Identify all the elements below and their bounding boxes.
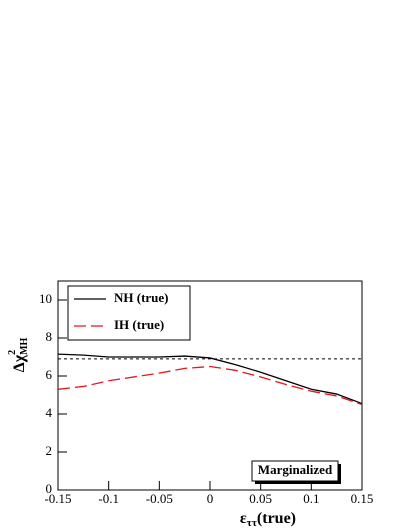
legend-label: IH (true) [114, 317, 164, 332]
x-tick-label: -0.15 [44, 491, 71, 506]
x-tick-label: -0.1 [98, 491, 119, 506]
annotation: Marginalized [258, 462, 333, 477]
x-tick-label: 0 [207, 491, 214, 506]
y-tick-label: 4 [46, 405, 53, 420]
y-tick-label: 2 [46, 443, 53, 458]
y-axis-label-group: Δχ2MH [7, 337, 30, 372]
y-axis-label: Δχ2MH [7, 337, 30, 372]
series-line [57, 353, 363, 405]
y-tick-label: 6 [46, 367, 53, 382]
x-label-rest: (true) [257, 510, 296, 527]
annotation-box [251, 460, 339, 482]
legend-box [67, 285, 191, 341]
x-tick-label: -0.05 [146, 491, 173, 506]
x-tick-label: 0.15 [351, 491, 374, 506]
legend-label: NH (true) [114, 290, 169, 305]
y-label-sup: 2 [7, 350, 18, 355]
x-label-base: ε [240, 510, 247, 527]
x-axis-label: εττ(true) [240, 510, 296, 529]
y-tick-label: 10 [39, 291, 52, 306]
series-line [57, 365, 363, 406]
y-tick-label: 8 [46, 329, 53, 344]
y-tick-label: 0 [46, 481, 53, 496]
x-tick-label: 0.05 [249, 491, 272, 506]
y-label-base: Δχ [11, 354, 28, 372]
x-label-sub: ττ [247, 517, 257, 529]
y-label-sub: MH [19, 337, 30, 354]
x-tick-label: 0.1 [303, 491, 319, 506]
